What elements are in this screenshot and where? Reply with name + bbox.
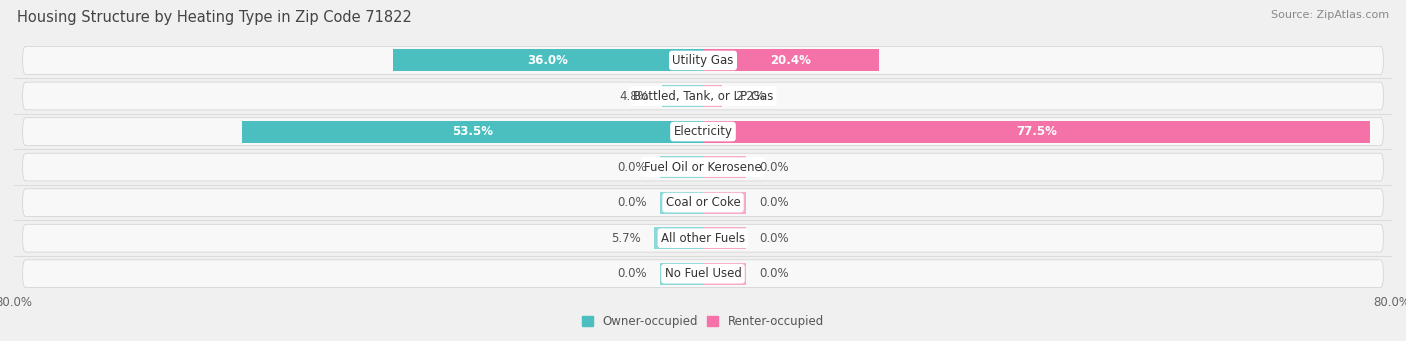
Text: Housing Structure by Heating Type in Zip Code 71822: Housing Structure by Heating Type in Zip… [17,10,412,25]
Bar [703,263,747,285]
Text: 36.0%: 36.0% [527,54,568,67]
Text: 0.0%: 0.0% [759,161,789,174]
Text: 4.8%: 4.8% [619,89,648,103]
Text: 0.0%: 0.0% [759,196,789,209]
FancyBboxPatch shape [22,47,1384,74]
Text: Utility Gas: Utility Gas [672,54,734,67]
Bar [659,192,703,214]
Legend: Owner-occupied, Renter-occupied: Owner-occupied, Renter-occupied [578,310,828,333]
Bar [392,49,703,72]
FancyBboxPatch shape [22,224,1384,252]
Text: 0.0%: 0.0% [759,232,789,245]
Bar [703,120,1371,143]
Bar [659,263,703,285]
Text: 5.7%: 5.7% [612,232,641,245]
Bar [662,85,703,107]
Bar [703,156,747,178]
Text: 0.0%: 0.0% [759,267,789,280]
Text: 0.0%: 0.0% [617,196,647,209]
Text: Coal or Coke: Coal or Coke [665,196,741,209]
Bar [242,120,703,143]
FancyBboxPatch shape [22,82,1384,110]
Text: Source: ZipAtlas.com: Source: ZipAtlas.com [1271,10,1389,20]
Text: All other Fuels: All other Fuels [661,232,745,245]
Text: 53.5%: 53.5% [453,125,494,138]
Bar [703,192,747,214]
Text: 0.0%: 0.0% [617,267,647,280]
Text: No Fuel Used: No Fuel Used [665,267,741,280]
Text: 0.0%: 0.0% [617,161,647,174]
Text: 77.5%: 77.5% [1017,125,1057,138]
FancyBboxPatch shape [22,260,1384,287]
Bar [703,49,879,72]
Text: 2.2%: 2.2% [735,89,765,103]
Bar [654,227,703,249]
FancyBboxPatch shape [22,118,1384,145]
Bar [703,227,747,249]
Bar [703,85,721,107]
FancyBboxPatch shape [22,189,1384,217]
Text: 20.4%: 20.4% [770,54,811,67]
Bar [659,156,703,178]
FancyBboxPatch shape [22,153,1384,181]
Text: Fuel Oil or Kerosene: Fuel Oil or Kerosene [644,161,762,174]
Text: Electricity: Electricity [673,125,733,138]
Text: Bottled, Tank, or LP Gas: Bottled, Tank, or LP Gas [633,89,773,103]
